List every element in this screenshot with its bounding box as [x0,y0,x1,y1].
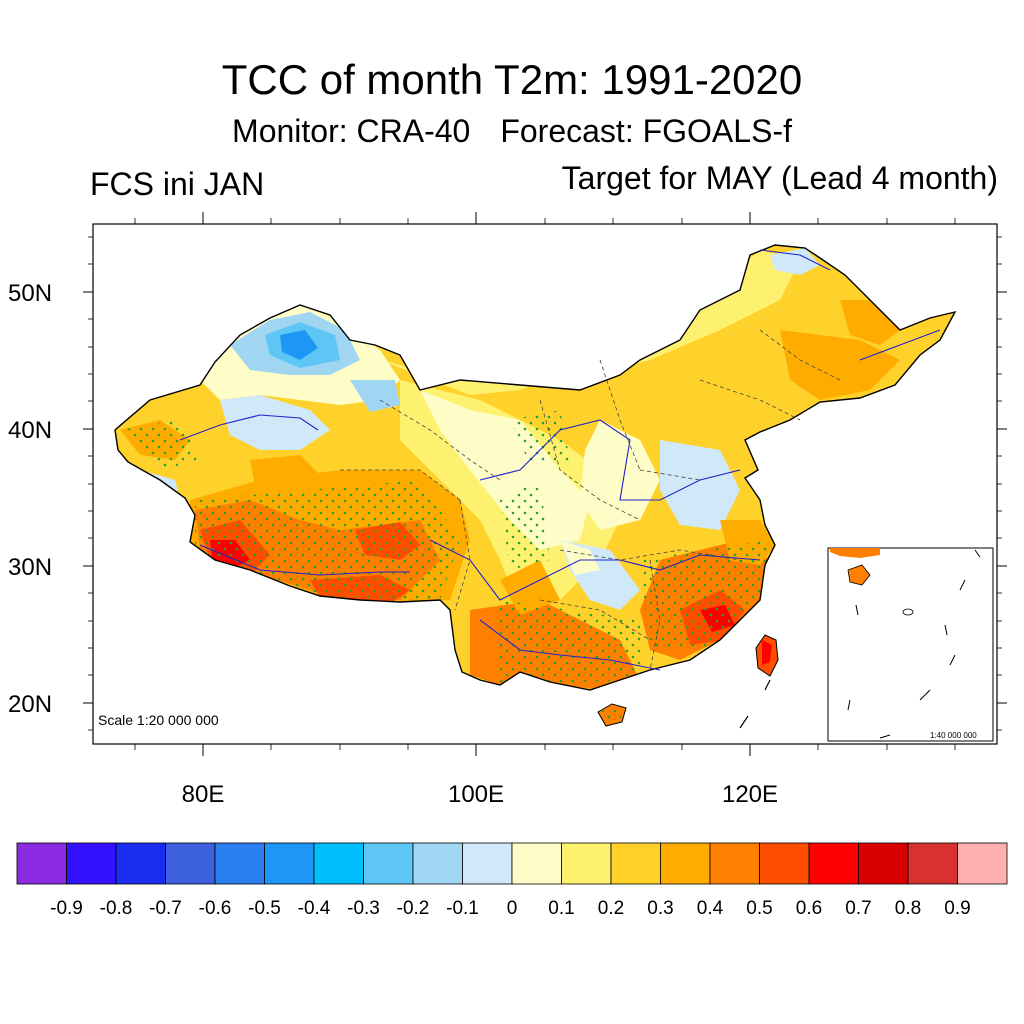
colorbar-box [115,842,166,885]
plot-title: TCC of month T2m: 1991-2020 [221,56,803,103]
lon-minor-ticks [134,218,956,750]
colorbar-box [363,842,414,885]
colorbar-box [462,842,513,885]
colorbar-box [907,842,958,885]
colorbar-box [16,842,67,885]
init-label: FCS ini JAN [90,166,265,202]
lat-major-ticks [83,291,1007,704]
colorbar-box [313,842,364,885]
colorbar-label: 0.7 [845,898,871,919]
colorbar-label: 0.3 [647,898,673,919]
colorbar [16,842,1008,885]
colorbar-label: 0.6 [796,898,822,919]
lon-major-ticks [202,212,751,756]
plot-subtitle: Monitor: CRA-40 Forecast: FGOALS-f [0,113,1024,150]
colorbar-label: 0.4 [697,898,724,919]
target-label: Target for MAY (Lead 4 month) [561,160,998,196]
colorbar-label: 0.1 [548,898,574,919]
colorbar-label: 0.5 [746,898,772,919]
colorbar-box [412,842,463,885]
lon-label-80e: 80E [182,781,225,808]
colorbar-box [66,842,117,885]
lat-label-40n: 40N [8,417,52,444]
colorbar-label: -0.2 [397,898,430,919]
colorbar-label: -0.3 [347,898,380,919]
colorbar-label: -0.5 [248,898,281,919]
lat-label-30n: 30N [8,554,52,581]
lon-label-120e: 120E [722,781,778,808]
scale-label: Scale 1:20 000 000 [98,712,219,728]
inset-content: 1:40 000 000 [830,548,981,740]
lat-minor-ticks [88,236,1002,731]
colorbar-label: -0.8 [100,898,133,919]
lat-label-50n: 50N [8,280,52,307]
colorbar-label: -0.7 [149,898,182,919]
colorbar-box [561,842,612,885]
colorbar-box [759,842,810,885]
lon-label-100e: 100E [448,781,504,808]
forecast-label: Forecast: FGOALS-f [500,113,792,149]
colorbar-box [511,842,562,885]
colorbar-box [808,842,859,885]
sea-dash-lines [739,679,771,729]
province-borders [340,329,841,671]
colorbar-label: 0.9 [944,898,970,919]
colorbar-box [709,842,760,885]
colorbar-box [957,842,1008,885]
colorbar-box [214,842,265,885]
monitor-label: Monitor: CRA-40 [232,113,471,149]
colorbar-box [165,842,216,885]
colorbar-label: -0.6 [199,898,232,919]
colorbar-label: -0.4 [298,898,331,919]
china-border [114,244,957,691]
colorbar-box [660,842,711,885]
colorbar-label: 0 [507,898,518,919]
colorbar-labels: -0.9 -0.8 -0.7 -0.6 -0.5 -0.4 -0.3 -0.2 -0.1 0 0.1… [50,898,971,919]
rivers [179,249,941,671]
lat-label-20n: 20N [8,691,52,718]
colorbar-label: -0.1 [446,898,479,919]
colorbar-box [858,842,909,885]
colorbar-label: 0.2 [598,898,624,919]
colorbar-box [610,842,661,885]
colorbar-label: 0.8 [895,898,921,919]
colorbar-box [264,842,315,885]
colorbar-label: -0.9 [50,898,83,919]
inset-scale-label: 1:40 000 000 [930,731,977,740]
